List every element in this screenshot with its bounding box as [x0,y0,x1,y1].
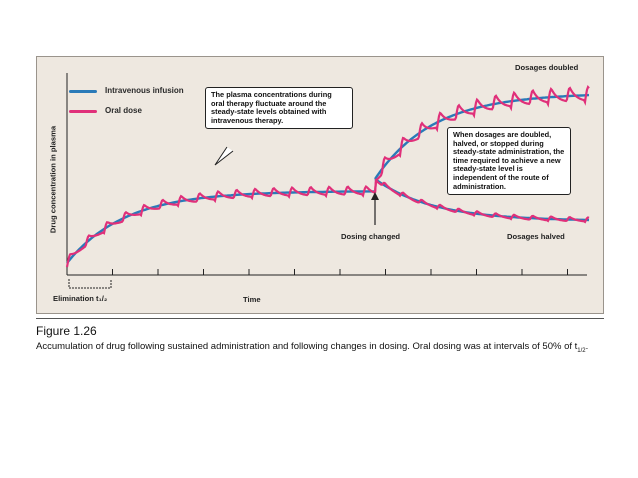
caption-end: . [585,341,589,352]
figure-number: Figure 1.26 [36,324,97,338]
right-callout: When dosages are doubled, halved, or sto… [447,127,571,196]
figure-caption: Accumulation of drug following sustained… [36,340,596,358]
legend-swatch-oral [69,110,97,113]
x-axis-label: Time [243,295,261,304]
top-callout: The plasma concentrations during oral th… [205,87,353,130]
legend-swatch-iv [69,90,97,93]
dosing-changed-label: Dosing changed [341,232,401,241]
chart-figure: Intravenous infusion Oral dose The plasm… [36,56,604,314]
y-axis-label: Drug concentration in plasma [48,125,58,234]
elimination-half-life-label: Elimination t₁/₂ [53,294,108,303]
iv-curve-steady [66,190,375,264]
oral-curve-steady [65,185,376,268]
dosing-changed-arrowhead [371,192,379,200]
legend-label-iv: Intravenous infusion [105,86,184,95]
oral-curve-halved [373,178,590,224]
half-life-bracket [68,279,112,289]
legend-label-oral: Oral dose [105,106,142,115]
caption-rule [36,318,604,319]
caption-text: Accumulation of drug following sustained… [36,341,578,352]
caption-subscript: 1/2 [577,347,586,354]
dosages-doubled-label: Dosages doubled [515,63,579,72]
oral-curve-doubled [373,85,590,193]
dosages-halved-label: Dosages halved [507,232,565,241]
callout-pointer [214,146,234,166]
plot-area [65,73,590,289]
